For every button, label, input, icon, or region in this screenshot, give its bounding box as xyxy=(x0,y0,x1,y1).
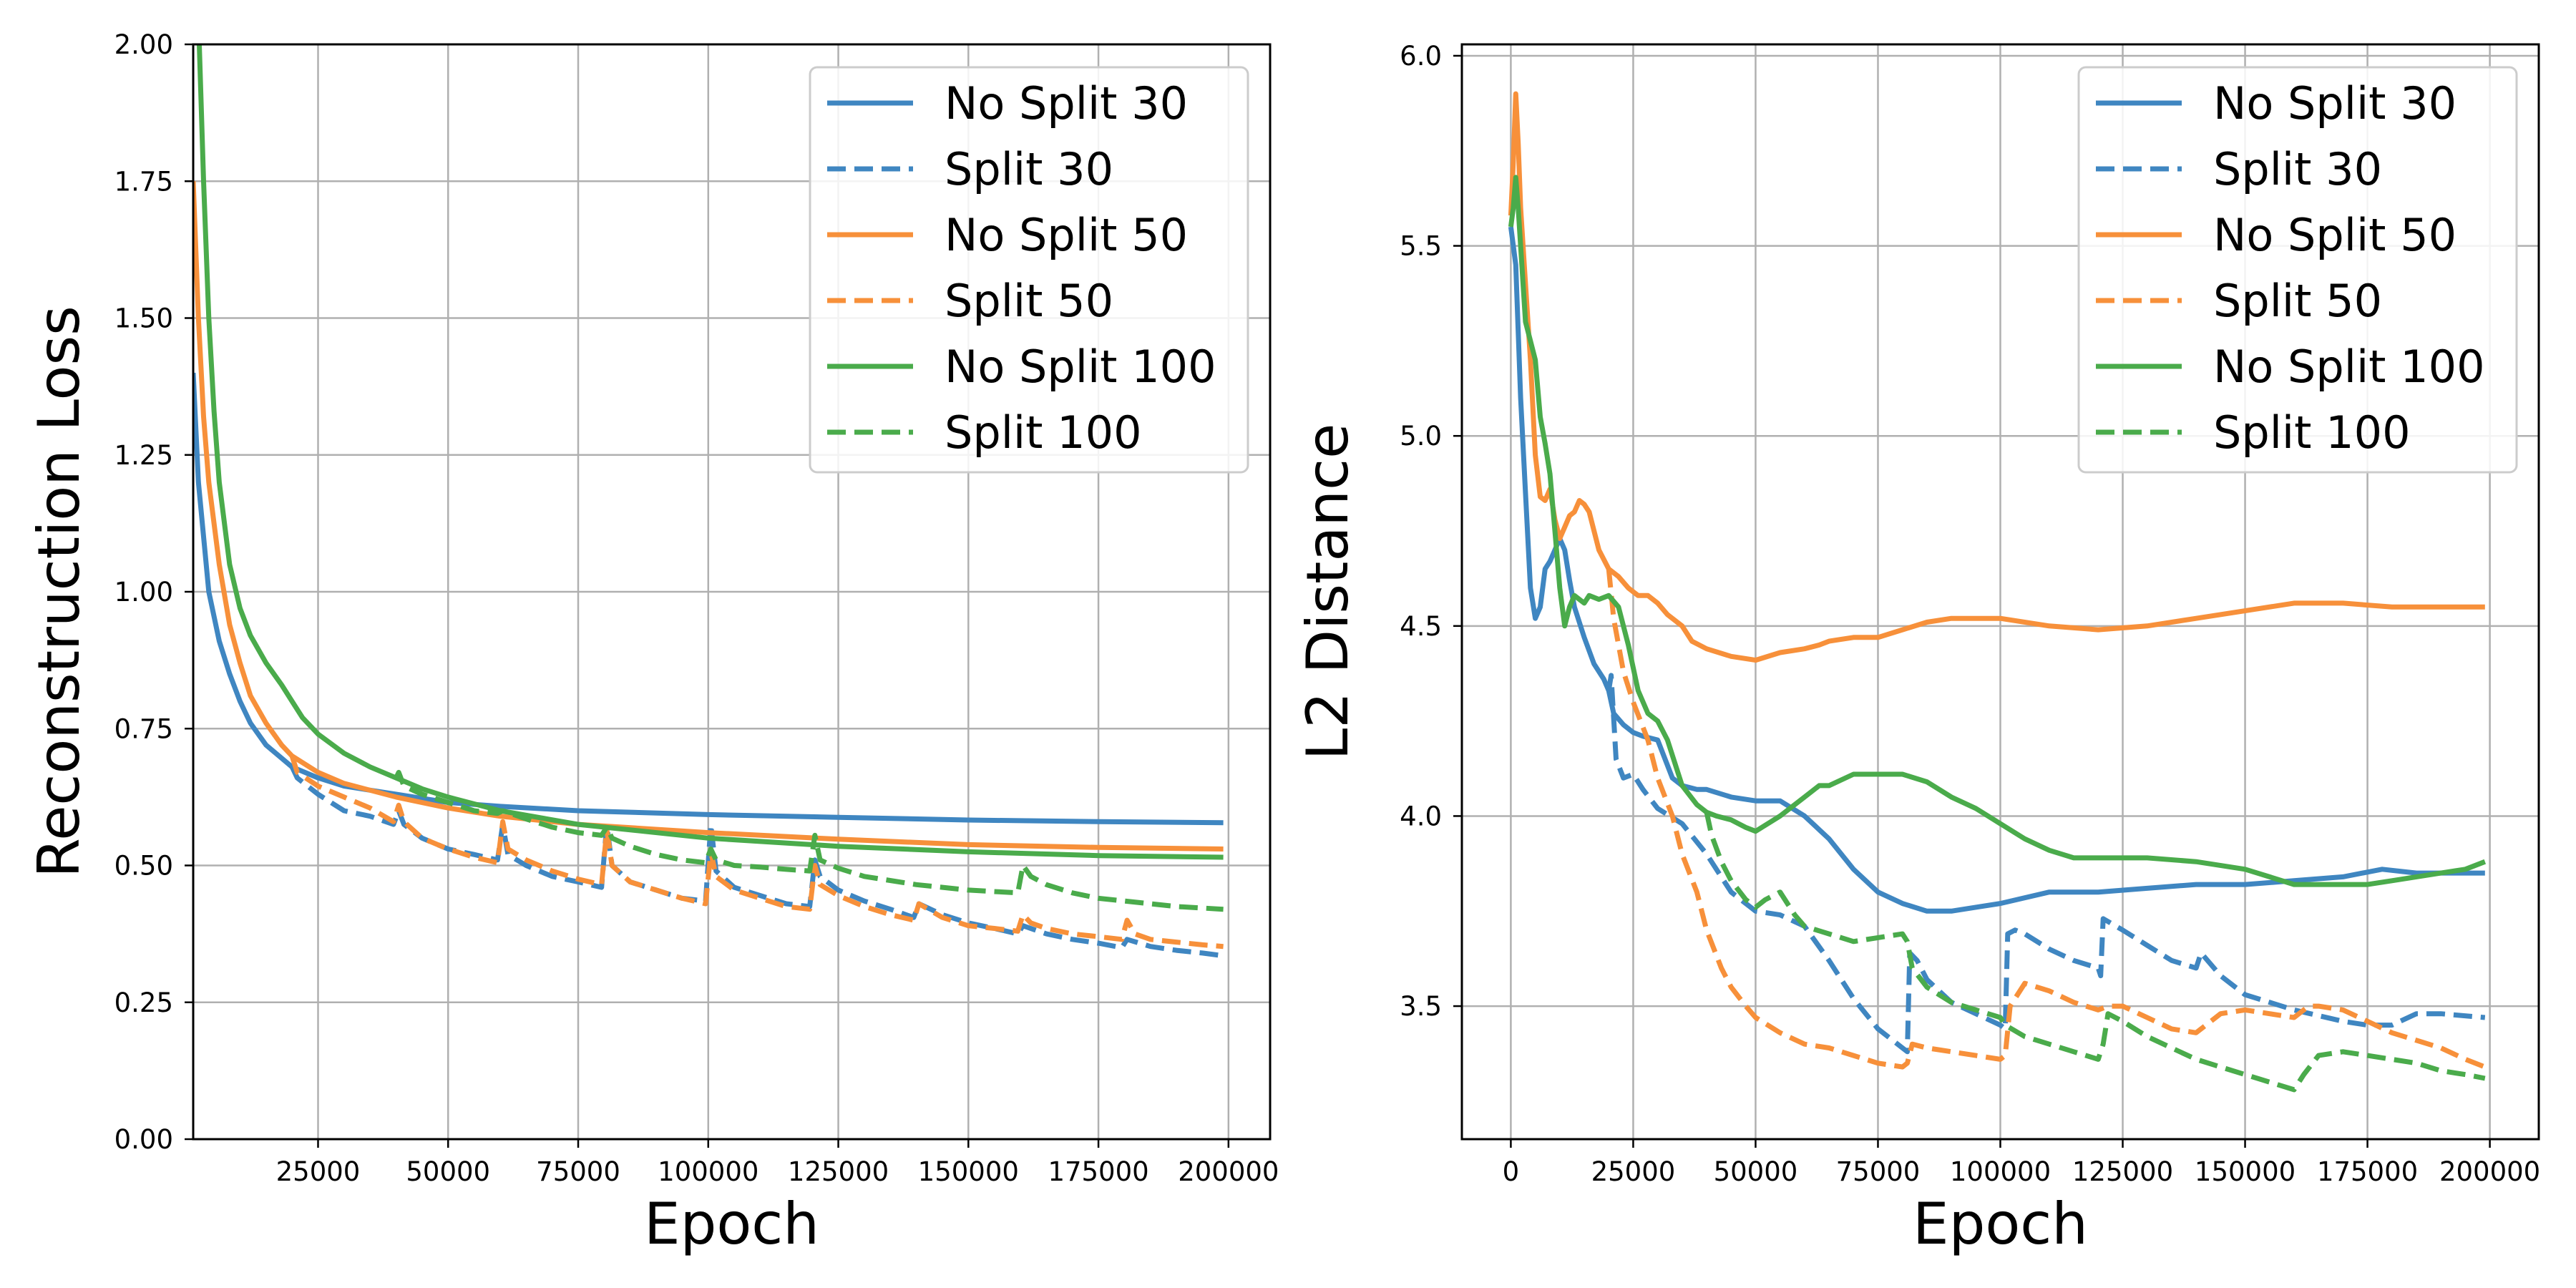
chart-2-legend-label-split-100: Split 100 xyxy=(2213,406,2411,459)
chart-1-legend-label-no-split-50: No Split 50 xyxy=(945,209,1188,261)
chart-2-ytick-label: 6.0 xyxy=(1400,41,1442,72)
chart-1-xtick-label: 75000 xyxy=(536,1156,620,1187)
chart-2-xtick-label: 75000 xyxy=(1836,1156,1921,1187)
chart-2-series-split-30 xyxy=(1606,673,2486,1055)
chart-1-legend-label-no-split-100: No Split 100 xyxy=(945,341,1216,393)
chart-2-ytick-label: 4.5 xyxy=(1400,611,1442,642)
chart-2-xtick-label: 125000 xyxy=(2072,1156,2173,1187)
chart-1-xtick-label: 175000 xyxy=(1048,1156,1148,1187)
chart-2-y-axis-label: L2 Distance xyxy=(1294,424,1361,761)
chart-1-legend-label-split-50: Split 50 xyxy=(945,275,1113,327)
chart-2-xtick-label: 25000 xyxy=(1591,1156,1676,1187)
chart-1-legend-box xyxy=(809,66,1249,474)
reconstruction-loss-chart: 25000 50000 75000 100000 125000 150000 175000 2… xyxy=(26,29,1279,1257)
chart-1-series-split-30 xyxy=(289,766,1224,959)
chart-2-ytick-label: 4.0 xyxy=(1400,801,1442,831)
chart-2-series-no-split-30 xyxy=(1508,226,2485,914)
chart-1-ytick-label: 0.00 xyxy=(114,1124,173,1155)
chart-1-legend-label-split-30: Split 30 xyxy=(945,143,1113,195)
chart-1-legend: No Split 30 Split 30 No Split 50 Split 50 No… xyxy=(809,66,1249,474)
chart-2-xtick-label: 100000 xyxy=(1950,1156,2051,1187)
chart-2-series-split-100 xyxy=(1704,811,2486,1093)
chart-2-x-axis-label: Epoch xyxy=(1913,1191,2088,1257)
chart-1-series-no-split-100 xyxy=(196,44,1224,860)
chart-1-series-no-split-30 xyxy=(193,372,1224,826)
chart-2-legend-box xyxy=(2077,66,2518,474)
chart-2-legend-label-no-split-50: No Split 50 xyxy=(2213,209,2457,261)
chart-1-y-axis-label: Reconstruction Loss xyxy=(26,306,92,878)
chart-2-axes-frame xyxy=(1460,43,2540,1141)
chart-2-series-split-50 xyxy=(1606,568,2487,1070)
chart-1-ytick-label: 0.75 xyxy=(114,713,173,744)
chart-2-series-no-split-100 xyxy=(1508,175,2487,887)
chart-2-ytick-label: 5.5 xyxy=(1400,231,1442,262)
chart-2-xtick-label: 50000 xyxy=(1714,1156,1798,1187)
chart-1-ytick-label: 0.50 xyxy=(114,851,173,882)
chart-2-legend-label-split-30: Split 30 xyxy=(2213,143,2382,195)
chart-2-legend-label-no-split-100: No Split 100 xyxy=(2213,341,2485,393)
chart-1-ytick-label: 1.50 xyxy=(114,303,173,334)
chart-1-x-axis-label: Epoch xyxy=(644,1191,819,1257)
chart-1-ytick-label: 0.25 xyxy=(114,987,173,1018)
chart-1-ytick-label: 2.00 xyxy=(114,29,173,60)
chart-1-xtick-label: 125000 xyxy=(788,1156,889,1187)
chart-2-legend: No Split 30 Split 30 No Split 50 Split 50 No… xyxy=(2077,66,2518,474)
chart-1-series-no-split-50 xyxy=(193,181,1224,852)
chart-2-xtick-label: 175000 xyxy=(2317,1156,2418,1187)
chart-1-xtick-label: 150000 xyxy=(918,1156,1019,1187)
chart-1-legend-label-no-split-30: No Split 30 xyxy=(945,77,1188,130)
chart-1-xtick-label: 100000 xyxy=(658,1156,758,1187)
chart-1-series-split-100 xyxy=(394,769,1224,912)
chart-1-ytick-label: 1.75 xyxy=(114,166,173,197)
chart-1-legend-label-split-100: Split 100 xyxy=(945,406,1142,459)
chart-1-xtick-label: 200000 xyxy=(1178,1156,1279,1187)
chart-2-legend-label-no-split-30: No Split 30 xyxy=(2213,77,2457,130)
chart-2-xtick-label: 0 xyxy=(1503,1156,1520,1187)
chart-2-legend-label-split-50: Split 50 xyxy=(2213,275,2382,327)
chart-1-xtick-label: 50000 xyxy=(406,1156,490,1187)
chart-1-axes-frame xyxy=(192,43,1272,1141)
chart-2-series-no-split-50 xyxy=(1508,91,2485,663)
chart-1-ytick-label: 1.00 xyxy=(114,577,173,608)
chart-1-ytick-label: 1.25 xyxy=(114,440,173,471)
chart-2-xtick-label: 150000 xyxy=(2195,1156,2296,1187)
chart-2-ytick-label: 3.5 xyxy=(1400,991,1442,1022)
chart-1-series-split-50 xyxy=(289,755,1224,950)
chart-1-xtick-label: 25000 xyxy=(276,1156,361,1187)
chart-2-xtick-label: 200000 xyxy=(2439,1156,2540,1187)
chart-2-ytick-label: 5.0 xyxy=(1400,421,1442,452)
l2-distance-chart: 0 25000 50000 75000 100000 125000 150000 175000… xyxy=(1294,41,2540,1257)
